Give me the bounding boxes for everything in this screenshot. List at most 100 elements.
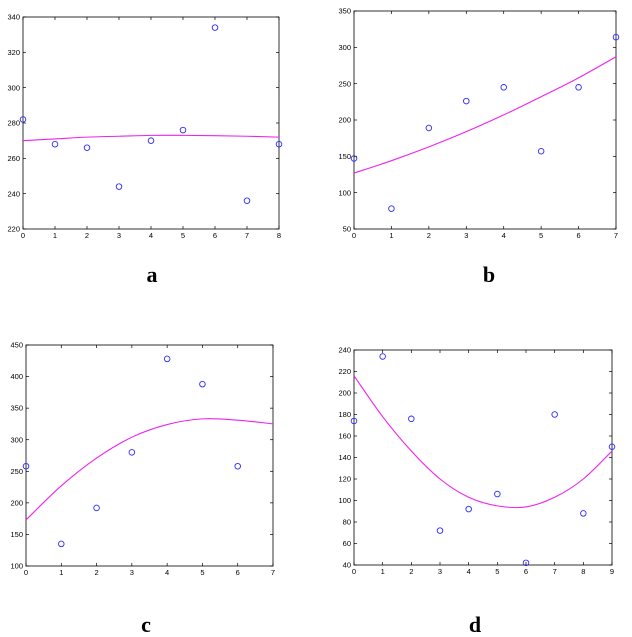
y-tick-label: 260 bbox=[7, 154, 20, 163]
y-tick-label: 280 bbox=[7, 119, 20, 128]
y-tick-label: 320 bbox=[7, 48, 20, 57]
y-tick-label: 350 bbox=[338, 7, 351, 16]
x-tick-label: 7 bbox=[614, 231, 618, 240]
x-tick-label: 6 bbox=[524, 567, 528, 576]
x-tick-label: 7 bbox=[553, 567, 557, 576]
x-tick-label: 2 bbox=[85, 231, 89, 240]
data-point bbox=[163, 355, 171, 363]
chart-caption: a bbox=[147, 262, 158, 287]
x-tick-label: 7 bbox=[245, 231, 249, 240]
data-point bbox=[612, 33, 620, 41]
data-point bbox=[500, 84, 507, 91]
y-tick-label: 240 bbox=[7, 189, 20, 198]
x-tick-label: 6 bbox=[576, 231, 580, 240]
data-point bbox=[115, 183, 123, 190]
x-tick-label: 5 bbox=[539, 231, 543, 240]
fit-curve bbox=[353, 56, 617, 174]
y-tick-label: 200 bbox=[338, 389, 351, 398]
y-tick-label: 120 bbox=[338, 475, 351, 484]
y-tick-label: 300 bbox=[7, 83, 20, 92]
data-point bbox=[83, 144, 91, 151]
y-tick-label: 40 bbox=[343, 561, 351, 570]
y-tick-label: 180 bbox=[338, 410, 351, 419]
y-tick-label: 200 bbox=[338, 116, 351, 125]
chart-caption: c bbox=[141, 612, 151, 637]
x-tick-label: 4 bbox=[165, 568, 169, 577]
x-tick-label: 9 bbox=[610, 567, 614, 576]
x-tick-label: 1 bbox=[381, 567, 385, 576]
y-tick-label: 350 bbox=[10, 404, 23, 413]
data-point bbox=[494, 490, 501, 498]
data-point bbox=[93, 504, 100, 512]
plot-area bbox=[22, 16, 280, 230]
x-tick-label: 1 bbox=[59, 568, 63, 577]
x-tick-label: 0 bbox=[21, 231, 25, 240]
data-point bbox=[425, 124, 433, 132]
data-point bbox=[211, 24, 219, 31]
x-tick-label: 2 bbox=[427, 231, 431, 240]
y-tick-label: 220 bbox=[338, 367, 351, 376]
data-point bbox=[58, 540, 65, 548]
chart-caption: d bbox=[469, 612, 481, 637]
y-tick-label: 100 bbox=[338, 188, 351, 197]
chart-a: 0 1 2 3 4 5 6 7 8 220 240 260 280 300 320 340 a bbox=[7, 13, 283, 287]
data-point bbox=[22, 462, 30, 470]
chart-c: 0 1 2 3 4 5 6 7 100 150 200 250 300 350 400 450 c bbox=[10, 341, 275, 637]
chart-b: 0 1 2 3 4 5 6 7 50 100 150 200 250 300 350 b bbox=[338, 7, 620, 287]
y-tick-label: 300 bbox=[338, 43, 351, 52]
y-tick-label: 200 bbox=[10, 498, 23, 507]
data-point bbox=[19, 116, 27, 123]
y-tick-label: 100 bbox=[338, 496, 351, 505]
data-point bbox=[465, 505, 472, 513]
y-tick-label: 250 bbox=[10, 467, 23, 476]
y-tick-label: 220 bbox=[7, 225, 20, 234]
x-tick-label: 6 bbox=[236, 568, 240, 577]
data-point bbox=[608, 443, 616, 451]
data-point bbox=[388, 205, 395, 212]
data-point bbox=[408, 415, 415, 423]
data-point bbox=[147, 137, 155, 144]
data-point bbox=[275, 140, 283, 148]
data-point bbox=[522, 559, 530, 567]
x-tick-label: 5 bbox=[495, 567, 499, 576]
x-tick-label: 8 bbox=[277, 231, 281, 240]
data-point bbox=[128, 449, 136, 456]
x-tick-label: 3 bbox=[464, 231, 468, 240]
y-tick-label: 240 bbox=[338, 346, 351, 355]
data-point bbox=[436, 527, 444, 534]
fit-curve bbox=[22, 134, 280, 142]
y-tick-label: 150 bbox=[10, 530, 23, 539]
x-tick-label: 3 bbox=[130, 568, 134, 577]
data-point bbox=[350, 155, 358, 162]
x-tick-label: 0 bbox=[352, 567, 356, 576]
y-tick-label: 340 bbox=[7, 13, 20, 22]
data-point bbox=[350, 417, 358, 425]
data-point bbox=[179, 126, 187, 134]
y-tick-label: 60 bbox=[343, 539, 351, 548]
data-point bbox=[463, 97, 470, 105]
y-tick-label: 100 bbox=[10, 562, 23, 571]
x-tick-label: 3 bbox=[438, 567, 442, 576]
y-tick-label: 450 bbox=[10, 341, 23, 350]
data-point bbox=[537, 147, 545, 155]
x-tick-label: 4 bbox=[149, 231, 153, 240]
y-tick-label: 250 bbox=[338, 79, 351, 88]
y-tick-label: 150 bbox=[338, 152, 351, 161]
data-point bbox=[580, 510, 587, 517]
chart-d: 0 1 2 3 4 5 6 7 8 9 40 60 80 100 120 140 160 180 200 220 240… bbox=[338, 346, 616, 637]
x-tick-label: 6 bbox=[213, 231, 217, 240]
y-tick-label: 400 bbox=[10, 372, 23, 381]
y-tick-label: 140 bbox=[338, 453, 351, 462]
x-tick-label: 5 bbox=[181, 231, 185, 240]
data-point bbox=[243, 197, 251, 204]
x-tick-label: 3 bbox=[117, 231, 121, 240]
x-tick-label: 0 bbox=[352, 231, 356, 240]
x-tick-label: 5 bbox=[200, 568, 204, 577]
data-point bbox=[551, 411, 558, 418]
data-point bbox=[379, 353, 386, 360]
plot-area bbox=[353, 349, 613, 566]
y-tick-label: 300 bbox=[10, 435, 23, 444]
data-point bbox=[51, 140, 59, 148]
data-point bbox=[199, 380, 206, 388]
